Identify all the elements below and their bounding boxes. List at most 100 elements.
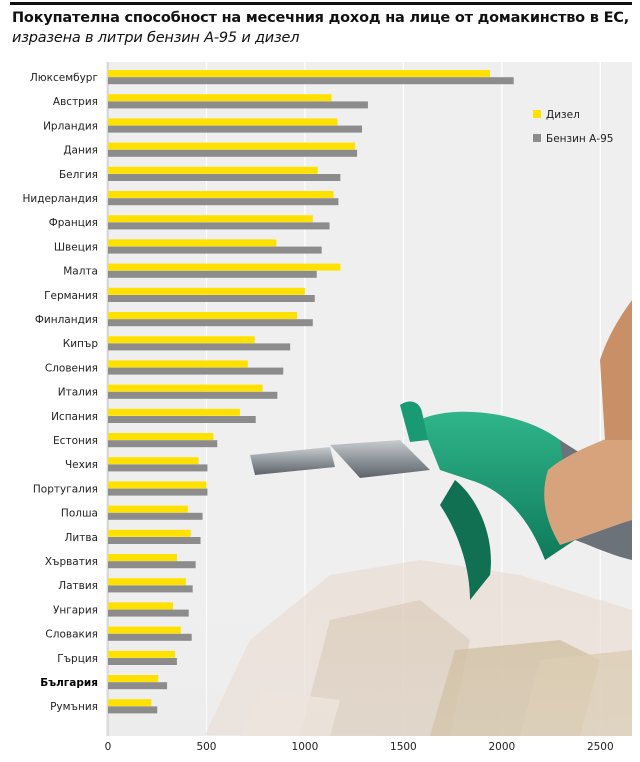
category-label: Белгия <box>59 169 98 181</box>
bar-diesel <box>108 191 334 198</box>
category-label: България <box>40 677 98 689</box>
bar-diesel <box>108 166 318 174</box>
x-tick-label: 500 <box>196 741 216 753</box>
bar-diesel <box>108 360 248 368</box>
bar-petrol <box>108 246 322 254</box>
category-label: Словакия <box>45 629 98 641</box>
bar-diesel <box>108 675 159 682</box>
category-label: Кипър <box>63 338 99 350</box>
category-label: Ирландия <box>43 120 98 132</box>
category-label: Гърция <box>57 653 98 665</box>
bar-petrol <box>108 270 317 278</box>
bar-petrol <box>108 367 284 375</box>
bar-diesel <box>108 650 175 658</box>
category-label: Румъния <box>50 701 98 713</box>
bar-petrol <box>108 464 208 472</box>
category-label: Латвия <box>58 580 98 592</box>
bar-diesel <box>108 408 240 416</box>
category-label: Хърватия <box>45 556 98 568</box>
bar-petrol <box>108 609 189 617</box>
x-tick-label: 1500 <box>390 741 417 753</box>
bar-petrol <box>108 101 368 109</box>
bar-petrol <box>108 416 256 423</box>
legend-label-diesel: Дизел <box>546 109 580 121</box>
bar-petrol <box>108 198 339 206</box>
category-label: Германия <box>44 290 98 302</box>
legend-label-petrol: Бензин А-95 <box>546 133 613 145</box>
bar-diesel <box>108 457 199 465</box>
bar-diesel <box>108 505 188 513</box>
category-label: Естония <box>53 435 98 447</box>
legend-swatch-petrol <box>533 134 541 142</box>
category-label: Малта <box>63 266 98 278</box>
bar-diesel <box>108 529 191 537</box>
category-label: Нидерландия <box>22 193 98 205</box>
category-label: Финландия <box>35 314 98 326</box>
category-labels: Люксембург Австрия Ирландия Дания Белгия Ниде… <box>22 72 98 713</box>
bar-petrol <box>108 77 514 85</box>
legend: Дизел Бензин А-95 <box>533 109 613 145</box>
x-tick-label: 1000 <box>292 741 319 753</box>
bar-diesel <box>108 70 491 77</box>
bar-diesel <box>108 554 177 561</box>
top-rule <box>10 2 632 5</box>
bar-diesel <box>108 626 181 634</box>
bar-petrol <box>108 488 208 496</box>
bar-petrol <box>108 125 363 133</box>
bar-petrol <box>108 633 192 641</box>
bar-petrol <box>108 391 278 399</box>
bar-petrol <box>108 706 158 714</box>
bar-diesel <box>108 602 173 610</box>
bar-petrol <box>108 174 341 181</box>
bar-petrol <box>108 319 313 327</box>
bar-diesel <box>108 384 263 392</box>
bar-petrol <box>108 561 196 569</box>
category-label: Словения <box>45 362 98 374</box>
x-tick-labels: 0 500 1000 1500 2000 2500 <box>105 741 614 753</box>
bar-diesel <box>108 239 277 247</box>
x-tick-label: 2000 <box>488 741 515 753</box>
bar-petrol <box>108 295 315 302</box>
bar-petrol <box>108 222 330 230</box>
bar-diesel <box>108 336 255 344</box>
x-tick-label: 2500 <box>587 741 614 753</box>
category-label: Швеция <box>54 241 98 253</box>
bar-diesel <box>108 142 356 150</box>
category-label: Франция <box>49 217 98 229</box>
category-label: Чехия <box>65 459 98 471</box>
bars <box>108 70 514 714</box>
category-label: Испания <box>51 411 98 423</box>
bar-petrol <box>108 658 177 665</box>
bar-diesel <box>108 433 214 440</box>
bar-diesel <box>108 312 298 319</box>
bar-diesel <box>108 94 332 102</box>
bar-diesel <box>108 481 207 489</box>
bar-petrol <box>108 682 168 690</box>
legend-swatch-diesel <box>533 110 541 118</box>
bar-petrol <box>108 537 201 544</box>
category-label: Португалия <box>33 483 98 495</box>
fuel-nozzle-illustration <box>106 300 632 736</box>
category-label: Дания <box>63 145 98 157</box>
bar-diesel <box>108 215 313 223</box>
category-label: Полша <box>61 508 98 520</box>
category-label: Унгария <box>53 604 98 616</box>
chart-subtitle: изразена в литри бензин А-95 и дизел <box>12 30 300 46</box>
bar-petrol <box>108 512 203 520</box>
bar-petrol <box>108 343 291 351</box>
category-label: Люксембург <box>30 72 98 84</box>
bar-petrol <box>108 585 193 593</box>
x-tick-label: 0 <box>105 741 112 753</box>
bar-petrol <box>108 440 218 448</box>
category-label: Литва <box>65 532 98 544</box>
bar-diesel <box>108 287 305 295</box>
bar-diesel <box>108 699 152 707</box>
bar-petrol <box>108 149 358 157</box>
bar-diesel <box>108 578 186 586</box>
chart-title: Покупателна способност на месечния доход… <box>12 10 630 26</box>
bar-diesel <box>108 263 341 271</box>
bar-diesel <box>108 118 338 126</box>
category-label: Италия <box>58 387 98 399</box>
category-label: Австрия <box>53 96 98 108</box>
